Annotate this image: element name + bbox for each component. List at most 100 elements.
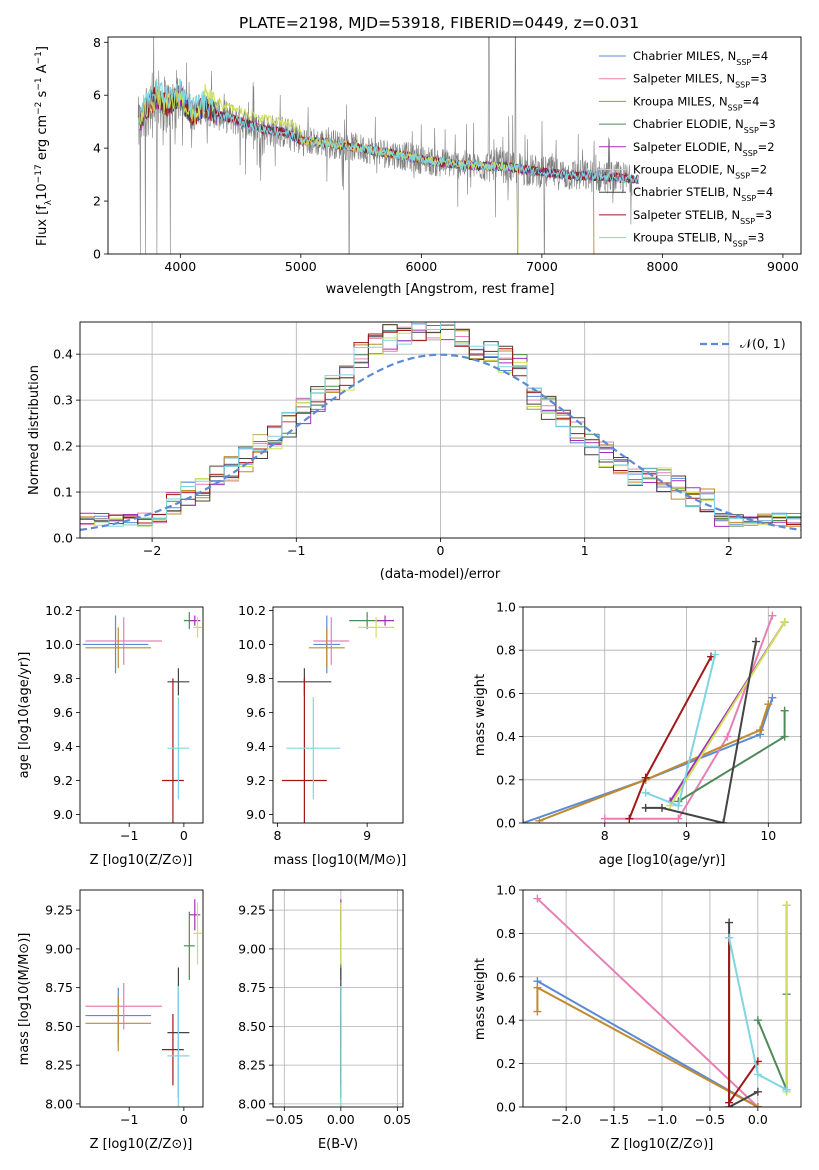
series-marker (768, 693, 777, 702)
series-marker (533, 1007, 542, 1016)
series-marker (756, 726, 765, 735)
x-tick-label: 9000 (767, 259, 799, 274)
series-marker (533, 983, 542, 992)
x-tick-label: 6000 (405, 259, 437, 274)
legend-tail: =4 (751, 49, 768, 63)
legend-tail: =2 (750, 163, 767, 177)
plot-area-spectrum (137, 37, 639, 254)
y-axis-label: mass weight (473, 674, 488, 756)
y-tick-label: 10.0 (45, 637, 73, 652)
legend-sub: SSP (736, 58, 751, 67)
legend-label: Kroupa STELIB, N (633, 231, 733, 245)
y-tick-label: 10.2 (45, 603, 73, 618)
x-axis-label: mass [log10(M/M⊙)] (274, 853, 407, 868)
series-marker (725, 918, 734, 927)
series-marker (674, 814, 683, 823)
x-tick-label: −2 (143, 543, 161, 558)
y-tick-label: 8 (93, 35, 101, 50)
y-tick-label: 1.0 (496, 883, 516, 898)
series-marker (782, 1085, 791, 1094)
y-tick-label: 2 (93, 194, 101, 209)
y-tick-label: 8.25 (45, 1058, 73, 1073)
series-line-2 (536, 985, 759, 1107)
series-marker (725, 933, 734, 942)
y-tick-label: 9.6 (53, 705, 73, 720)
x-axis-label: Z [log10(Z/Z⊙)] (611, 1137, 714, 1152)
y-tick-label: 9.0 (246, 807, 266, 822)
series-marker (753, 1087, 762, 1096)
x-tick-label: 9 (363, 828, 371, 843)
x-axis-label: wavelength [Angstrom, rest frame] (326, 282, 555, 297)
series-marker (674, 801, 683, 810)
legend-sub: SSP (741, 194, 756, 203)
y-tick-label: 10.2 (238, 603, 266, 618)
series-marker (752, 637, 761, 646)
legend-tail: =4 (756, 185, 773, 199)
x-tick-label: 10 (760, 828, 776, 843)
y-tick-label: 9.0 (53, 807, 73, 822)
y-tick-label: 0.4 (496, 729, 516, 744)
axes-frame (79, 889, 204, 1108)
x-tick-label: 9 (683, 828, 691, 843)
x-tick-label: −0.5 (695, 1112, 725, 1127)
x-tick-label: 4000 (164, 259, 196, 274)
legend-entry: 𝒩(0, 1) (740, 336, 786, 351)
x-tick-label: −1.5 (599, 1112, 629, 1127)
y-tick-label: 0.8 (496, 643, 516, 658)
series-marker (533, 894, 542, 903)
legend-tail: =3 (759, 117, 776, 131)
series-marker (782, 901, 791, 910)
legend-entry: Kroupa MILES, NSSP=4 (633, 94, 759, 112)
x-tick-label: 0.0 (748, 1112, 768, 1127)
figure-title: PLATE=2198, MJD=53918, FIBERID=0449, z=0… (239, 14, 639, 32)
y-tick-label: 9.4 (246, 739, 266, 754)
y-tick-label: 9.8 (53, 671, 73, 686)
y-tick-label: 0.4 (53, 347, 73, 362)
series-marker (641, 773, 650, 782)
plot-area-mass-weight-vs-Z (523, 890, 801, 1107)
x-tick-label: 0 (180, 1112, 188, 1127)
x-tick-label: 8000 (646, 259, 678, 274)
series-marker (753, 1016, 762, 1025)
series-line-8 (645, 654, 717, 808)
legend-entry: Salpeter STELIB, NSSP=3 (633, 208, 772, 226)
panel-age-vs-mass: 8 9 9.0 9.2 9.4 9.6 9.8 10.0 10.2 (238, 603, 404, 843)
panel-spectrum: 4000 5000 6000 7000 8000 9000 0 2 4 6 8 Chabrier MI… (34, 35, 802, 274)
y-tick-label: 0.8 (496, 926, 516, 941)
legend-label: Kroupa ELODIE, N (633, 163, 735, 177)
axes-frame (272, 889, 404, 1108)
legend-sub: SSP (735, 171, 750, 180)
y-tick-label: 9.00 (45, 941, 73, 956)
x-tick-label: −0.05 (265, 1112, 303, 1127)
legend-tail: =2 (758, 140, 775, 154)
y-tick-label: 0.6 (496, 969, 516, 984)
label-part: −1 (34, 77, 44, 90)
x-tick-label: 1 (581, 543, 589, 558)
y-tick-label: 9.6 (246, 705, 266, 720)
plot-area-age-vs-mass (277, 612, 395, 823)
legend-sub: SSP (735, 80, 750, 89)
y-axis-label: Normed distribution (27, 365, 42, 495)
legend-label: Salpeter STELIB, N (633, 208, 740, 222)
label-part: 10 (35, 183, 50, 200)
series-marker (641, 803, 650, 812)
panel-mass-vs-Z: −1 0 8.00 8.25 8.50 8.75 9.00 9.25 (45, 889, 204, 1127)
legend-entry: Chabrier STELIB, NSSP=4 (633, 185, 773, 203)
series-marker (753, 1103, 762, 1107)
legend-entry: Chabrier ELODIE, NSSP=3 (633, 117, 776, 135)
legend-label: Salpeter ELODIE, N (633, 140, 743, 154)
x-tick-label: 0 (180, 828, 188, 843)
series-marker (780, 618, 789, 627)
panel-mass-vs-ebv: −0.05 0.00 0.05 8.00 8.25 8.50 8.75 9.00 9.25 (238, 889, 411, 1127)
x-tick-label: 8 (274, 828, 282, 843)
series-marker (725, 1098, 734, 1107)
plot-area-residual-histogram (80, 322, 801, 538)
y-tick-label: 9.00 (238, 941, 266, 956)
series-line-6 (728, 922, 759, 1107)
series-marker (780, 706, 789, 715)
label-part: s (35, 90, 50, 101)
y-tick-label: 8.50 (45, 1019, 73, 1034)
series-marker (753, 1070, 762, 1079)
y-tick-label: 0 (93, 247, 101, 262)
